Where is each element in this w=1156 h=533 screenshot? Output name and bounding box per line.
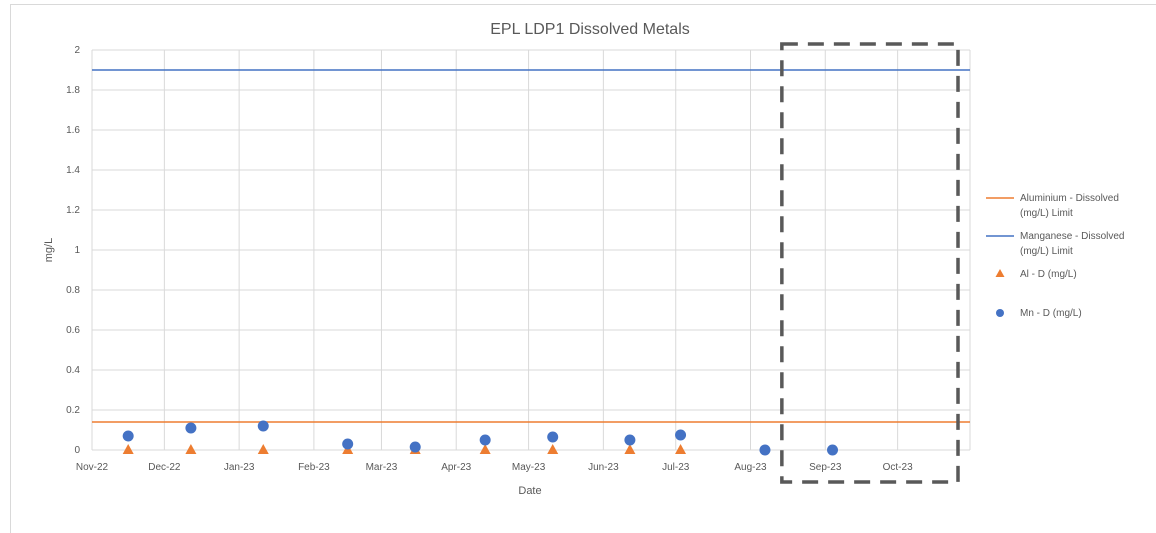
x-tick-label: Mar-23 (366, 462, 398, 473)
legend-label: Al - D (mg/L) (1020, 269, 1077, 280)
x-tick-label: Jun-23 (588, 462, 619, 473)
mn-data-point (342, 438, 354, 450)
y-tick-label: 2 (74, 45, 80, 56)
y-tick-label: 1.2 (66, 205, 80, 216)
legend-swatch (996, 309, 1004, 317)
mn-data-point (827, 444, 839, 456)
y-tick-label: 1.4 (66, 165, 80, 176)
y-tick-label: 0.2 (66, 405, 80, 416)
al-data-point (122, 444, 134, 454)
highlight-box (780, 42, 960, 484)
x-tick-label: Dec-22 (148, 462, 181, 473)
legend-item: Aluminium - Dissolved (mg/L) Limit (986, 193, 1119, 219)
data-markers (122, 420, 839, 456)
mn-data-point (479, 434, 491, 446)
annotations (780, 42, 960, 484)
legend-item: Al - D (mg/L) (995, 269, 1077, 280)
x-axis-ticks: Nov-22 Dec-22 Jan-23 Feb-23 Mar-23 Apr-23 May-… (76, 462, 913, 473)
y-tick-label: 0.8 (66, 285, 80, 296)
y-tick-label: 0.4 (66, 365, 80, 376)
x-tick-label: Jul-23 (662, 462, 690, 473)
x-tick-label: May-23 (512, 462, 546, 473)
legend-label-cont: (mg/L) Limit (1020, 208, 1073, 219)
y-tick-label: 1.6 (66, 125, 80, 136)
al-data-point (547, 444, 559, 454)
mn-data-point (409, 441, 421, 453)
al-data-point (624, 444, 636, 454)
al-data-point (257, 444, 269, 454)
legend-item: Mn - D (mg/L) (996, 308, 1082, 319)
x-axis-title: Date (518, 485, 541, 497)
x-tick-label: Sep-23 (809, 462, 842, 473)
y-axis-title: mg/L (43, 238, 55, 262)
chart-title: EPL LDP1 Dissolved Metals (490, 21, 690, 38)
y-tick-label: 0.6 (66, 325, 80, 336)
al-data-point (479, 444, 491, 454)
legend-item: Manganese - Dissolved (mg/L) Limit (986, 231, 1125, 257)
y-tick-label: 1.8 (66, 85, 80, 96)
x-tick-label: Feb-23 (298, 462, 330, 473)
mn-data-point (624, 434, 636, 446)
x-tick-label: Oct-23 (883, 462, 913, 473)
al-data-point (185, 444, 197, 454)
y-tick-label: 1 (74, 245, 80, 256)
mn-data-point (547, 431, 559, 443)
gridlines (91, 49, 971, 451)
legend-label-cont: (mg/L) Limit (1020, 246, 1073, 257)
mn-data-point (759, 444, 771, 456)
x-tick-label: Apr-23 (441, 462, 471, 473)
y-axis-ticks: 0 0.2 0.4 0.6 0.8 1 1.2 1.4 1.6 1.8 2 (66, 45, 80, 456)
x-tick-label: Aug-23 (734, 462, 767, 473)
legend-label: Manganese - Dissolved (1020, 231, 1125, 242)
legend-label: Mn - D (mg/L) (1020, 308, 1082, 319)
mn-data-point (185, 422, 197, 434)
mn-data-point (257, 420, 269, 432)
chart-frame (10, 4, 1156, 533)
al-data-point (675, 444, 687, 454)
x-tick-label: Nov-22 (76, 462, 109, 473)
x-tick-label: Jan-23 (224, 462, 255, 473)
legend-label: Aluminium - Dissolved (1020, 193, 1119, 204)
legend-swatch (995, 269, 1005, 277)
legend: Aluminium - Dissolved(mg/L) LimitMangane… (986, 193, 1125, 319)
mn-data-point (675, 429, 687, 441)
y-tick-label: 0 (74, 445, 80, 456)
mn-data-point (122, 430, 134, 442)
limit-lines (92, 69, 970, 423)
